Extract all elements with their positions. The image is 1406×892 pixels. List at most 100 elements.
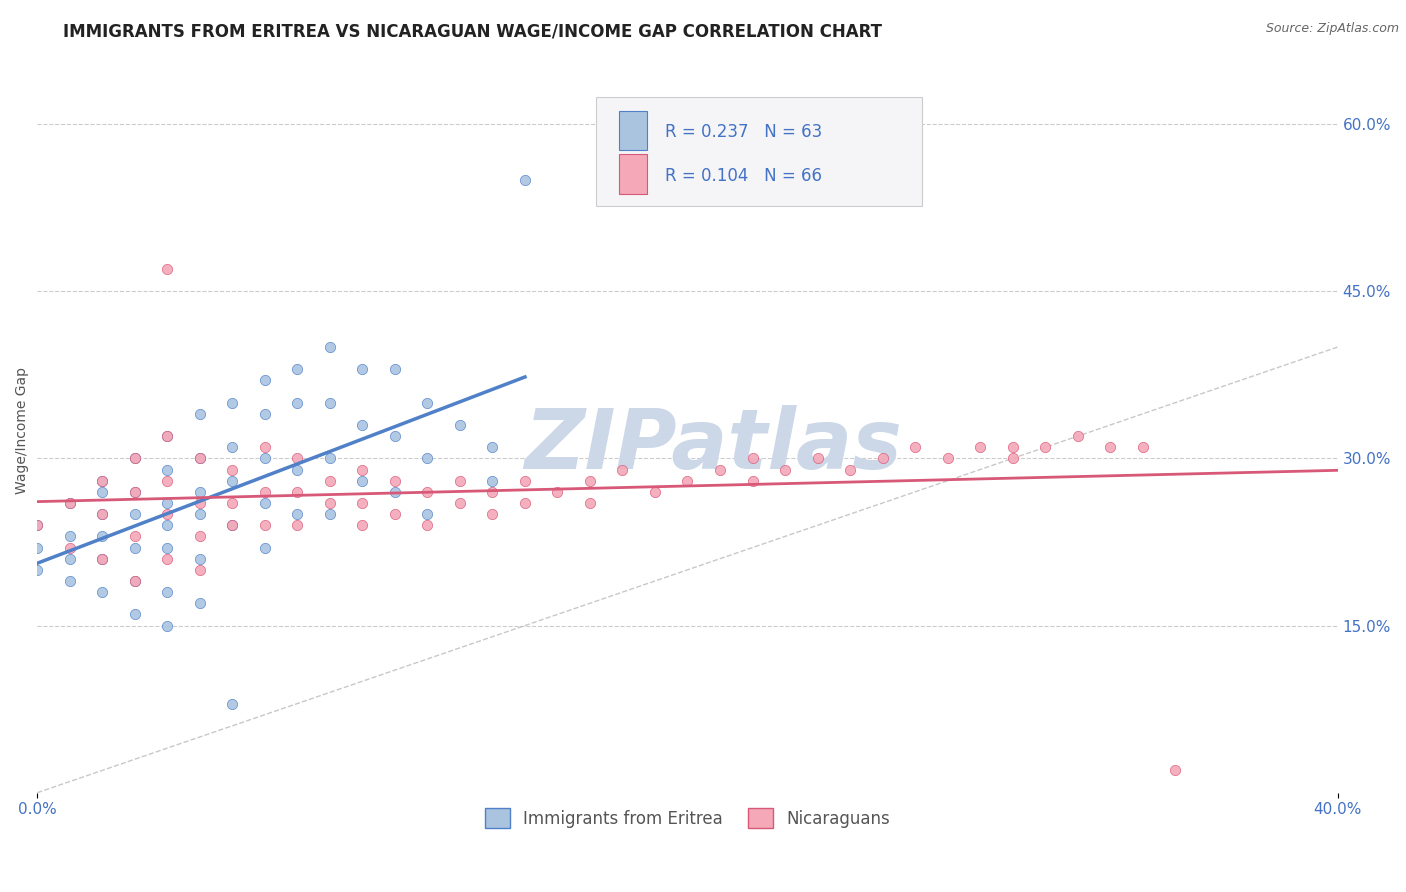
Point	[1001, 451, 1024, 466]
Point	[481, 507, 503, 521]
Text: R = 0.237   N = 63: R = 0.237 N = 63	[665, 123, 823, 141]
Y-axis label: Wage/Income Gap: Wage/Income Gap	[15, 368, 30, 494]
Point	[188, 596, 211, 610]
Point	[449, 417, 471, 432]
Point	[904, 440, 927, 454]
Point	[253, 407, 276, 421]
FancyBboxPatch shape	[619, 111, 647, 151]
Point	[253, 451, 276, 466]
Point	[287, 362, 309, 376]
Point	[156, 507, 179, 521]
Point	[221, 474, 243, 488]
Point	[1001, 440, 1024, 454]
Point	[872, 451, 894, 466]
Point	[27, 541, 49, 555]
FancyBboxPatch shape	[596, 97, 921, 206]
Point	[319, 507, 342, 521]
Point	[319, 496, 342, 510]
Point	[253, 440, 276, 454]
Point	[59, 496, 82, 510]
Point	[416, 395, 439, 409]
Point	[156, 429, 179, 443]
Point	[449, 474, 471, 488]
Point	[741, 474, 763, 488]
Point	[773, 462, 796, 476]
Point	[384, 484, 406, 499]
Point	[253, 496, 276, 510]
Point	[319, 474, 342, 488]
Point	[481, 484, 503, 499]
Text: Source: ZipAtlas.com: Source: ZipAtlas.com	[1265, 22, 1399, 36]
Point	[221, 697, 243, 711]
Point	[287, 507, 309, 521]
Point	[27, 518, 49, 533]
Point	[156, 518, 179, 533]
Point	[188, 563, 211, 577]
Point	[1066, 429, 1088, 443]
Point	[416, 518, 439, 533]
Point	[156, 618, 179, 632]
Text: R = 0.104   N = 66: R = 0.104 N = 66	[665, 167, 823, 185]
Point	[384, 507, 406, 521]
Point	[416, 451, 439, 466]
Text: IMMIGRANTS FROM ERITREA VS NICARAGUAN WAGE/INCOME GAP CORRELATION CHART: IMMIGRANTS FROM ERITREA VS NICARAGUAN WA…	[63, 22, 883, 40]
Point	[384, 362, 406, 376]
Point	[91, 551, 114, 566]
Point	[188, 529, 211, 543]
Point	[91, 484, 114, 499]
Legend: Immigrants from Eritrea, Nicaraguans: Immigrants from Eritrea, Nicaraguans	[478, 801, 897, 835]
Point	[319, 340, 342, 354]
Point	[612, 462, 634, 476]
Point	[1132, 440, 1154, 454]
Point	[481, 474, 503, 488]
Point	[156, 551, 179, 566]
Point	[156, 474, 179, 488]
Point	[253, 541, 276, 555]
Point	[188, 496, 211, 510]
Point	[221, 518, 243, 533]
Point	[124, 574, 146, 588]
Point	[27, 563, 49, 577]
Point	[352, 462, 374, 476]
Point	[221, 496, 243, 510]
Point	[59, 551, 82, 566]
Point	[156, 541, 179, 555]
Point	[676, 474, 699, 488]
Point	[59, 541, 82, 555]
Point	[124, 484, 146, 499]
Point	[839, 462, 862, 476]
Point	[188, 507, 211, 521]
Point	[188, 484, 211, 499]
Point	[124, 451, 146, 466]
Point	[91, 507, 114, 521]
Point	[449, 496, 471, 510]
Point	[741, 451, 763, 466]
Point	[416, 507, 439, 521]
Point	[156, 585, 179, 599]
Point	[481, 440, 503, 454]
Point	[287, 484, 309, 499]
Point	[513, 496, 536, 510]
Point	[969, 440, 991, 454]
Point	[287, 462, 309, 476]
Point	[59, 529, 82, 543]
Point	[352, 362, 374, 376]
Point	[221, 440, 243, 454]
Point	[221, 462, 243, 476]
Point	[188, 451, 211, 466]
Point	[91, 474, 114, 488]
Point	[416, 484, 439, 499]
Point	[124, 507, 146, 521]
Point	[513, 173, 536, 187]
Point	[936, 451, 959, 466]
Point	[319, 451, 342, 466]
Point	[27, 518, 49, 533]
Point	[384, 429, 406, 443]
Point	[91, 474, 114, 488]
Point	[188, 451, 211, 466]
Point	[156, 462, 179, 476]
Point	[1033, 440, 1056, 454]
Point	[579, 496, 602, 510]
Point	[253, 374, 276, 388]
Point	[91, 529, 114, 543]
